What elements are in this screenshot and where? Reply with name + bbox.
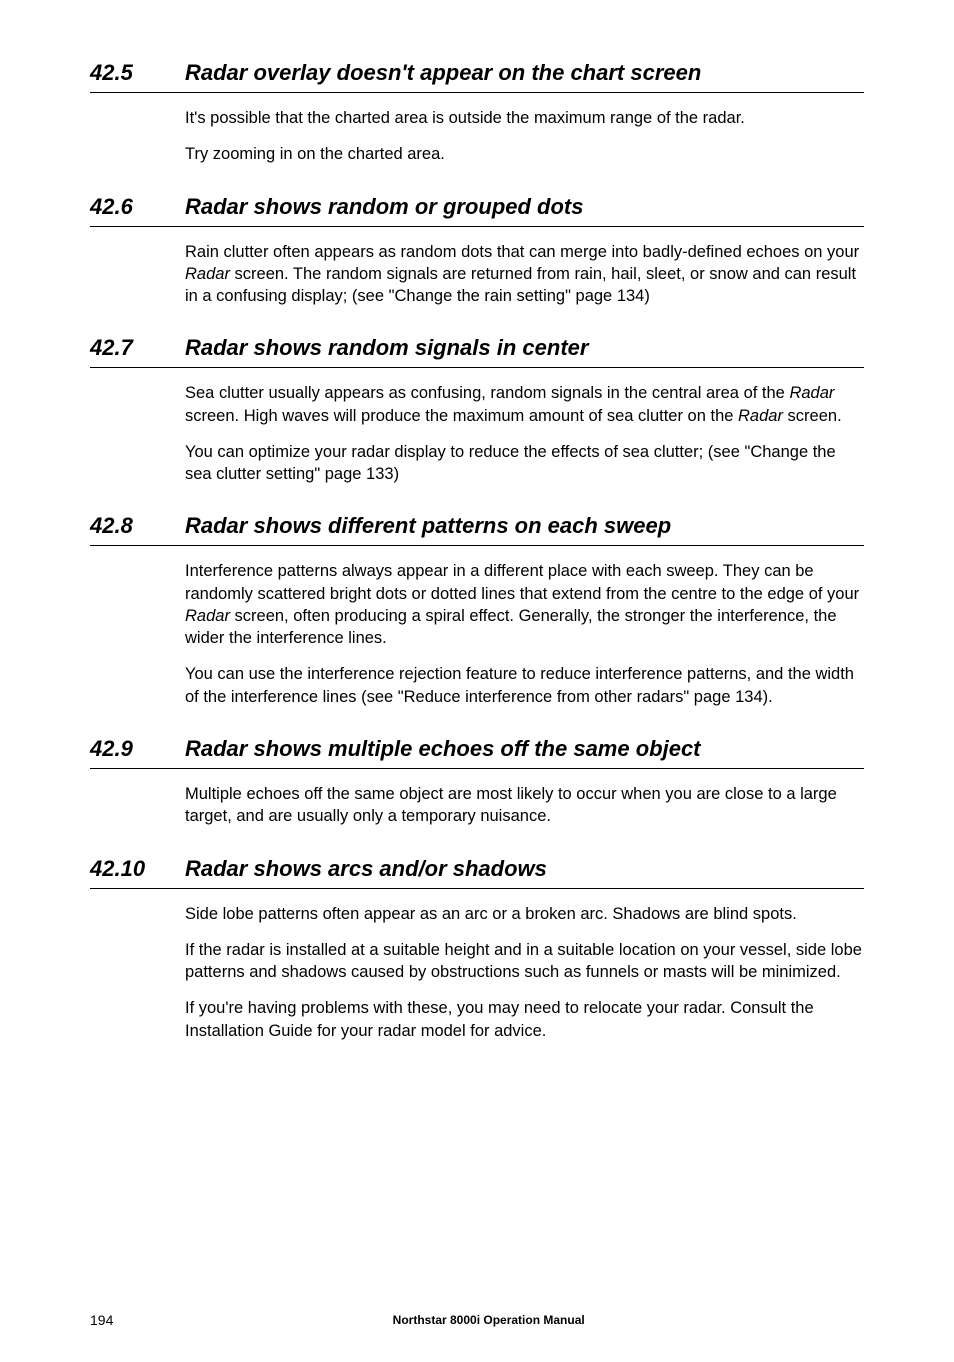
page-number: 194 — [90, 1312, 113, 1328]
section-body: Interference patterns always appear in a… — [185, 560, 864, 708]
text-run: If the radar is installed at a suitable … — [185, 941, 862, 981]
text-run: screen. — [783, 407, 842, 425]
section: 42.10Radar shows arcs and/or shadows Side… — [90, 856, 864, 1042]
section: 42.6Radar shows random or grouped dotsRa… — [90, 194, 864, 308]
paragraph: If the radar is installed at a suitable … — [185, 939, 864, 984]
section-heading: 42.8Radar shows different patterns on ea… — [90, 513, 864, 546]
section-body: Multiple echoes off the same object are … — [185, 783, 864, 828]
section-heading: 42.6Radar shows random or grouped dots — [90, 194, 864, 227]
text-run: Try zooming in on the charted area. — [185, 145, 445, 163]
paragraph: You can optimize your radar display to r… — [185, 441, 864, 486]
section-body: It's possible that the charted area is o… — [185, 107, 864, 166]
section-number: 42.10 — [90, 856, 185, 882]
text-run: You can optimize your radar display to r… — [185, 443, 836, 483]
section-heading: 42.9Radar shows multiple echoes off the … — [90, 736, 864, 769]
page: 42.5Radar overlay doesn't appear on the … — [0, 0, 954, 1362]
paragraph: You can use the interference rejection f… — [185, 663, 864, 708]
section-heading: 42.10Radar shows arcs and/or shadows — [90, 856, 864, 889]
text-run: Side lobe patterns often appear as an ar… — [185, 905, 797, 923]
text-run: Radar — [738, 407, 783, 425]
text-run: If you're having problems with these, yo… — [185, 999, 814, 1039]
paragraph: Try zooming in on the charted area. — [185, 143, 864, 165]
text-run: Sea clutter usually appears as confusing… — [185, 384, 789, 402]
paragraph: It's possible that the charted area is o… — [185, 107, 864, 129]
section-body: Sea clutter usually appears as confusing… — [185, 382, 864, 485]
section: 42.5Radar overlay doesn't appear on the … — [90, 60, 864, 166]
section: 42.9Radar shows multiple echoes off the … — [90, 736, 864, 828]
paragraph: If you're having problems with these, yo… — [185, 997, 864, 1042]
text-run: Interference patterns always appear in a… — [185, 562, 859, 602]
section-body: Side lobe patterns often appear as an ar… — [185, 903, 864, 1042]
text-run: It's possible that the charted area is o… — [185, 109, 745, 127]
text-run: screen. The random signals are returned … — [185, 265, 856, 305]
section-title: Radar shows different patterns on each s… — [185, 513, 671, 539]
section-number: 42.6 — [90, 194, 185, 220]
sections-container: 42.5Radar overlay doesn't appear on the … — [90, 60, 864, 1042]
paragraph: Rain clutter often appears as random dot… — [185, 241, 864, 308]
section-title: Radar overlay doesn't appear on the char… — [185, 60, 701, 86]
section-body: Rain clutter often appears as random dot… — [185, 241, 864, 308]
section-number: 42.8 — [90, 513, 185, 539]
text-run: screen, often producing a spiral effect.… — [185, 607, 837, 647]
text-run: Radar — [789, 384, 834, 402]
paragraph: Multiple echoes off the same object are … — [185, 783, 864, 828]
footer-title: Northstar 8000i Operation Manual — [113, 1313, 864, 1327]
text-run: Radar — [185, 607, 230, 625]
section: 42.8Radar shows different patterns on ea… — [90, 513, 864, 708]
text-run: You can use the interference rejection f… — [185, 665, 854, 705]
text-run: Multiple echoes off the same object are … — [185, 785, 837, 825]
section-number: 42.5 — [90, 60, 185, 86]
paragraph: Sea clutter usually appears as confusing… — [185, 382, 864, 427]
section-title: Radar shows multiple echoes off the same… — [185, 736, 701, 762]
section: 42.7Radar shows random signals in center… — [90, 335, 864, 485]
section-number: 42.9 — [90, 736, 185, 762]
text-run: Rain clutter often appears as random dot… — [185, 243, 859, 261]
paragraph: Interference patterns always appear in a… — [185, 560, 864, 649]
section-title: Radar shows arcs and/or shadows — [185, 856, 547, 882]
section-number: 42.7 — [90, 335, 185, 361]
section-title: Radar shows random or grouped dots — [185, 194, 583, 220]
section-heading: 42.5Radar overlay doesn't appear on the … — [90, 60, 864, 93]
text-run: Radar — [185, 265, 230, 283]
section-heading: 42.7Radar shows random signals in center — [90, 335, 864, 368]
page-footer: 194 Northstar 8000i Operation Manual — [90, 1312, 864, 1328]
section-title: Radar shows random signals in center — [185, 335, 588, 361]
text-run: screen. High waves will produce the maxi… — [185, 407, 738, 425]
paragraph: Side lobe patterns often appear as an ar… — [185, 903, 864, 925]
